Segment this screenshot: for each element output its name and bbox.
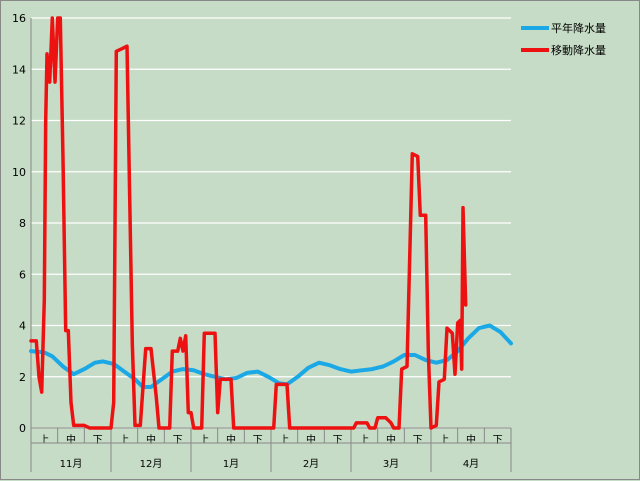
x-decade-label: 中 (306, 433, 316, 446)
y-tick-label: 10 (12, 166, 26, 179)
x-decade-label: 下 (253, 435, 263, 446)
y-tick-label: 0 (19, 422, 26, 435)
x-decade-label: 下 (493, 435, 503, 446)
x-decade-label: 中 (226, 433, 236, 446)
y-tick-label: 14 (12, 63, 26, 76)
x-month-label: 4月 (463, 458, 479, 470)
x-decade-label: 上 (279, 434, 289, 446)
y-tick-label: 8 (19, 217, 26, 230)
legend-label: 平年降水量 (551, 21, 606, 35)
y-axis: 0 2 4 6 8 10 12 14 16 (12, 12, 32, 435)
x-decade-label: 上 (359, 434, 369, 446)
x-decade-label: 上 (119, 434, 129, 446)
x-decade-label: 上 (39, 434, 49, 446)
x-month-label: 2月 (303, 458, 319, 470)
x-decade-label: 中 (386, 433, 396, 446)
x-decade-label: 中 (146, 433, 156, 446)
x-decade-label: 中 (66, 433, 76, 446)
x-decade-label: 下 (333, 435, 343, 446)
x-decade-label: 下 (93, 435, 103, 446)
y-tick-label: 16 (12, 12, 26, 25)
x-axis: 上 中 下 上 中 下 上 中 下 上 中 下 上 中 下 上 中 下 11月 12月 1月 2月 3月 4月 (30, 427, 512, 472)
x-month-label: 1月 (223, 458, 239, 470)
x-month-label: 3月 (383, 458, 399, 470)
x-month-label: 12月 (140, 458, 163, 470)
x-decade-label: 中 (466, 433, 476, 446)
y-tick-label: 12 (12, 115, 26, 128)
legend-label: 移動降水量 (551, 43, 606, 57)
series-line-2 (29, 16, 468, 430)
y-tick-label: 2 (19, 371, 26, 384)
y-tick-label: 6 (19, 268, 26, 281)
series-layer (29, 16, 513, 430)
x-decade-label: 下 (413, 435, 423, 446)
x-decade-label: 上 (439, 434, 449, 446)
x-decade-label: 下 (173, 435, 183, 446)
x-month-label: 11月 (60, 458, 83, 470)
x-decade-label: 上 (199, 434, 209, 446)
y-tick-label: 4 (19, 320, 26, 333)
